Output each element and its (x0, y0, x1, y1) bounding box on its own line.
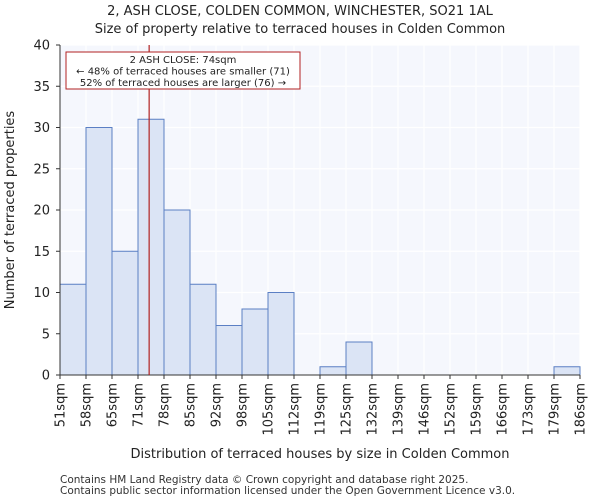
x-tick-label: 132sqm (366, 383, 381, 436)
histogram-bar (59, 283, 87, 376)
x-tick-label: 58sqm (80, 383, 95, 427)
x-tick-label: 51sqm (54, 383, 69, 427)
footer-copyright: Contains HM Land Registry data © Crown c… (60, 474, 469, 486)
chart-subtitle: Size of property relative to terraced ho… (94, 22, 506, 37)
x-tick-label: 139sqm (392, 383, 407, 436)
axes: 0 5 10 15 20 25 30 35 40 51sqm 58sqm 65sqm 71sqm 78sq… (3, 39, 589, 463)
y-tick-label: 5 (42, 327, 50, 342)
x-tick-label: 152sqm (444, 383, 459, 436)
y-tick-label: 20 (33, 204, 50, 219)
x-tick-label: 85sqm (184, 383, 199, 427)
x-tick-label: 119sqm (314, 383, 329, 436)
x-tick-label: 65sqm (106, 383, 121, 427)
footer-licence: Contains public sector information licen… (60, 485, 516, 497)
x-tick-label: 166sqm (496, 383, 511, 436)
y-tick-label: 15 (33, 245, 50, 260)
y-tick-label: 30 (33, 121, 50, 136)
histogram-bar (215, 325, 243, 376)
x-tick-label: 125sqm (340, 383, 355, 436)
x-tick-label: 159sqm (470, 383, 485, 436)
histogram-bar (553, 366, 581, 376)
histogram-bar (111, 250, 139, 376)
x-tick-label: 173sqm (522, 383, 537, 436)
x-tick-label: 92sqm (210, 383, 225, 427)
x-tick-label: 146sqm (418, 383, 433, 436)
annotation-title: 2 ASH CLOSE: 74sqm (130, 55, 237, 66)
x-tick-label: 71sqm (132, 383, 147, 427)
y-tick-label: 40 (33, 39, 50, 54)
annotation-larger: 52% of terraced houses are larger (76) → (80, 78, 286, 89)
histogram-bar (163, 209, 191, 376)
histogram-bar (319, 366, 347, 376)
bars (59, 118, 581, 376)
histogram-bar (241, 308, 269, 376)
histogram-bar (267, 292, 295, 376)
x-tick-label: 179sqm (548, 383, 563, 436)
histogram-bar (345, 341, 373, 376)
histogram-chart: 0 5 10 15 20 25 30 35 40 51sqm 58sqm 65sqm 71sqm 78sq… (3, 39, 589, 463)
property-marker: 2 ASH CLOSE: 74sqm← 48% of terraced hous… (65, 45, 301, 375)
annotation-box (65, 51, 301, 90)
histogram-bar (137, 118, 165, 376)
y-tick-label: 25 (33, 162, 50, 177)
y-tick-label: 10 (33, 286, 50, 301)
x-tick-label: 78sqm (158, 383, 173, 427)
y-tick-label: 0 (42, 369, 50, 384)
x-axis-title: Distribution of terraced houses by size … (130, 447, 509, 462)
x-tick-label: 98sqm (236, 383, 251, 427)
annotation-smaller: ← 48% of terraced houses are smaller (71… (76, 67, 290, 78)
histogram-bar (189, 283, 217, 376)
histogram-bar (85, 127, 113, 376)
chart-title: 2, ASH CLOSE, COLDEN COMMON, WINCHESTER,… (107, 4, 493, 19)
x-tick-label: 112sqm (288, 383, 303, 436)
y-axis-title: Number of terraced properties (3, 111, 18, 310)
y-tick-label: 35 (33, 80, 50, 95)
x-tick-label: 186sqm (574, 383, 589, 436)
x-tick-label: 105sqm (262, 383, 277, 436)
